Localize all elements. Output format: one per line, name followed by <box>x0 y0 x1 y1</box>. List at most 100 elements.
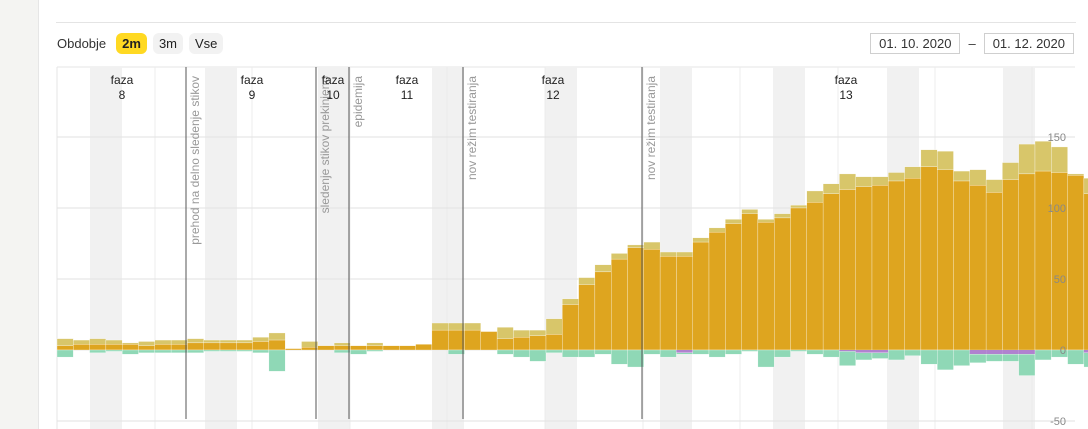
bar-main <box>1051 172 1068 351</box>
bar-negative <box>708 349 726 358</box>
bar-main <box>676 256 693 351</box>
date-from-input[interactable]: 01. 10. 2020 <box>870 33 961 54</box>
bar-top <box>643 241 661 250</box>
bar-main <box>301 347 318 351</box>
bar-negative <box>513 349 530 358</box>
bar-main <box>122 344 139 351</box>
bar-main <box>806 202 824 351</box>
bar-negative-purple <box>1018 350 1035 355</box>
bar-main <box>692 241 710 351</box>
bar-main <box>415 344 433 351</box>
bar-top <box>969 169 987 186</box>
bar-negative <box>1083 352 1088 368</box>
bar-main <box>317 345 335 351</box>
bar-top <box>170 339 188 345</box>
bar-top <box>741 209 759 214</box>
bar-main <box>464 329 481 351</box>
bar-negative <box>203 349 221 352</box>
phase-number: 12 <box>546 88 560 102</box>
period-3m-button[interactable]: 3m <box>152 32 184 54</box>
bar-main <box>350 345 367 351</box>
bar-negative <box>1018 354 1036 376</box>
phase-number: 9 <box>249 88 256 102</box>
bar-negative <box>953 349 970 366</box>
bar-negative <box>1034 349 1052 361</box>
bar-main <box>448 329 465 351</box>
bar-top <box>790 205 807 209</box>
weekend-band <box>318 67 350 429</box>
bar-top <box>513 329 530 338</box>
bar-negative <box>594 349 612 355</box>
bar-main <box>659 256 677 351</box>
bar-negative <box>219 349 237 352</box>
bar-main <box>203 342 221 351</box>
bar-top <box>1018 143 1036 175</box>
bar-negative <box>350 349 367 355</box>
bar-top <box>138 341 155 346</box>
bar-negative <box>806 349 824 355</box>
bar-main <box>496 338 514 351</box>
bar-top <box>154 339 172 345</box>
date-to-input[interactable]: 01. 12. 2020 <box>983 33 1074 54</box>
bar-negative <box>692 349 710 355</box>
bar-top <box>1067 173 1085 176</box>
bar-negative <box>871 352 889 359</box>
bar-negative-purple <box>986 350 1003 355</box>
bar-top <box>496 327 514 339</box>
bar-top <box>105 339 123 345</box>
bar-top <box>920 149 938 167</box>
divider <box>56 22 1076 23</box>
bar-top <box>529 329 547 336</box>
bar-top <box>578 277 596 285</box>
bar-top <box>774 213 791 219</box>
bar-negative <box>562 349 579 358</box>
bar-top <box>236 339 253 344</box>
bar-negative <box>937 349 954 371</box>
bar-main <box>839 189 856 351</box>
bar-negative <box>366 349 384 352</box>
event-annotation: prehod na delno sledenje stikov <box>188 76 202 245</box>
bar-main <box>431 329 449 351</box>
event-annotation: epidemija <box>351 76 365 128</box>
bar-main <box>1083 193 1088 351</box>
bar-top <box>301 341 318 348</box>
bar-negative <box>268 349 286 372</box>
period-2m-button[interactable]: 2m <box>116 32 147 54</box>
bar-negative <box>236 349 253 352</box>
bar-negative <box>725 349 742 355</box>
period-all-button[interactable]: Vse <box>189 32 224 54</box>
bar-main <box>513 337 530 351</box>
bar-negative <box>920 349 938 365</box>
bar-top <box>333 342 351 346</box>
bar-main <box>562 304 579 351</box>
phase-number: 8 <box>119 88 126 102</box>
bar-top <box>855 176 873 187</box>
bar-negative <box>333 349 351 353</box>
bar-main <box>1018 173 1036 351</box>
bar-main <box>643 249 661 351</box>
bar-top <box>659 251 677 257</box>
bar-top <box>448 322 465 331</box>
bar-negative <box>252 349 270 353</box>
bar-negative <box>969 354 987 363</box>
phase-label: faza <box>111 73 134 87</box>
bar-negative <box>105 349 123 352</box>
bar-main <box>89 344 107 351</box>
bar-top <box>676 251 693 257</box>
bar-negative <box>774 349 791 358</box>
bar-negative <box>138 349 155 353</box>
bar-top <box>252 337 270 342</box>
bar-top <box>839 173 856 190</box>
phase-label: faza <box>396 73 419 87</box>
bar-top <box>562 298 579 305</box>
bar-main <box>611 258 628 351</box>
bar-negative-purple <box>872 350 889 353</box>
y-tick-label: 100 <box>1048 203 1066 215</box>
bar-negative <box>187 349 204 353</box>
phase-number: 13 <box>839 88 853 102</box>
bar-main <box>953 180 970 351</box>
bar-top <box>219 339 237 344</box>
bar-main <box>969 185 987 351</box>
bar-main <box>219 342 237 351</box>
